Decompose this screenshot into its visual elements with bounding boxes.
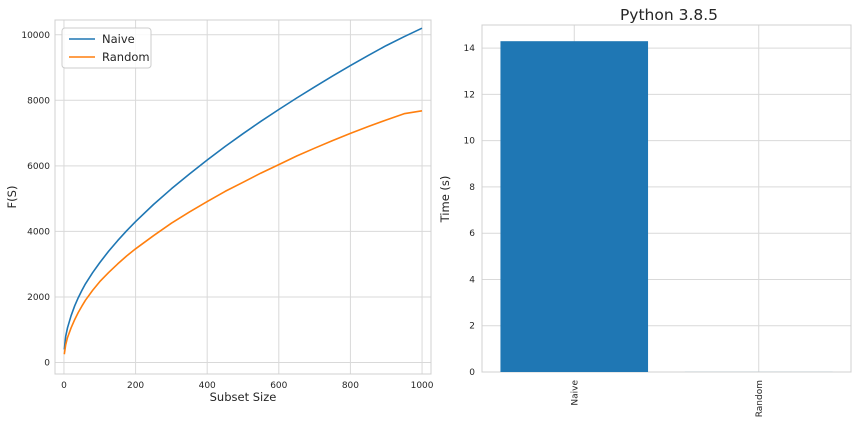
line-series-naive [63, 27, 423, 350]
bar-x-tick-label-random: Random [755, 380, 765, 417]
line-chart: 0 200 400 600 800 10000200040006000800010000 … [5, 19, 434, 404]
legend: Naive Random [61, 27, 152, 69]
bar-y-tick-label: 4 [469, 275, 475, 285]
legend-box [61, 27, 152, 69]
bar-y-tick-label: 12 [464, 90, 475, 100]
bar-y-tick-label: 6 [469, 229, 475, 239]
bar-tick-labels: 0 2 4 6 8 10 12 14 Naive Random [464, 44, 765, 417]
bar-chart: Python 3.8.5 0 2 4 6 8 10 12 14 Naive Random Time… [438, 6, 852, 417]
legend-label-naive: Naive [102, 32, 135, 46]
line-x-tick-label: 200 [127, 381, 144, 391]
bar-plot-frame [481, 24, 852, 373]
line-y-tick-label: 0 [44, 359, 50, 369]
bar-y-tick-label: 2 [469, 322, 475, 332]
bar-marks [500, 41, 833, 373]
bar-y-tick-label: 14 [464, 44, 476, 54]
line-y-tick-label: 2000 [27, 293, 50, 303]
bar-chart-title: Python 3.8.5 [620, 6, 718, 24]
bar-y-tick-label: 0 [469, 368, 475, 378]
line-y-tick-label: 10000 [21, 31, 50, 41]
line-y-tick-label: 6000 [27, 162, 50, 172]
line-x-tick-label: 800 [342, 381, 359, 391]
line-x-tick-label: 0 [61, 381, 67, 391]
bar-y-axis-label: Time (s) [438, 176, 452, 224]
line-y-tick-label: 4000 [27, 227, 50, 237]
line-y-axis-label: F(S) [5, 186, 19, 209]
line-x-tick-label: 1000 [411, 381, 434, 391]
line-plot-frame [54, 19, 432, 375]
line-x-axis-label: Subset Size [210, 390, 277, 404]
line-x-tick-label: 400 [199, 381, 216, 391]
bar-y-tick-label: 10 [464, 137, 476, 147]
line-y-tick-label: 8000 [27, 96, 50, 106]
line-series-group [63, 27, 423, 355]
line-series-random [63, 110, 423, 355]
bar-y-tick-label: 8 [469, 183, 475, 193]
line-plot-area [55, 20, 431, 374]
bar-x-tick-label-naive: Naive [570, 380, 580, 406]
line-x-tick-label: 600 [270, 381, 287, 391]
legend-label-random: Random [102, 50, 150, 64]
bar-naive [500, 41, 649, 373]
